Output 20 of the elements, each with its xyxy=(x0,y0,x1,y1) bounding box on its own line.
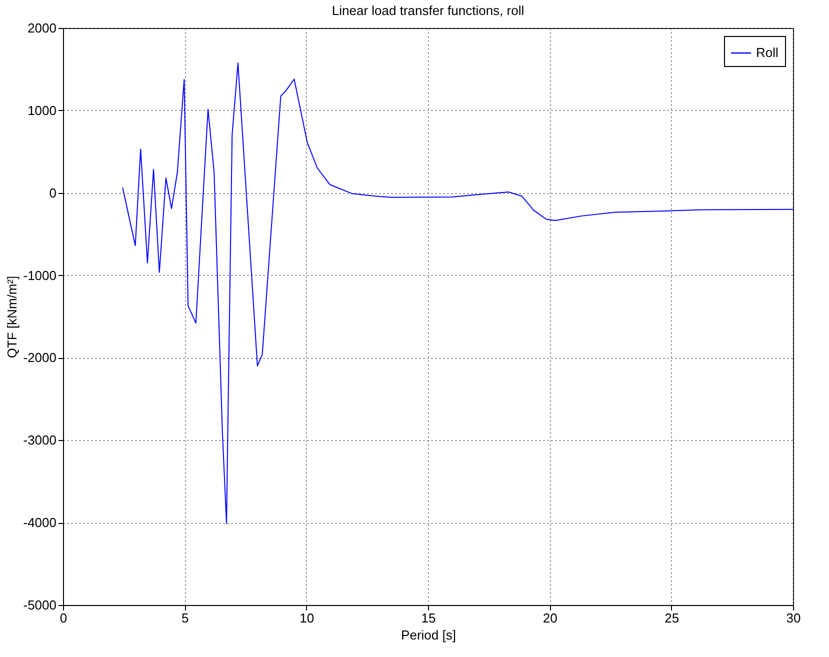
y-tick-label: 2000 xyxy=(28,20,56,36)
x-tick-label: 15 xyxy=(421,610,436,626)
y-tick-label: -1000 xyxy=(23,268,56,283)
y-tick-label: -5000 xyxy=(23,598,56,612)
chart-title: Linear load transfer functions, roll xyxy=(332,3,524,18)
legend-label: Roll xyxy=(756,45,779,60)
y-tick-label: 1000 xyxy=(28,102,56,118)
x-tick-label: 0 xyxy=(60,610,68,626)
y-axis-title: QTF [kNm/m²] xyxy=(4,276,20,358)
y-tick-label: 0 xyxy=(49,185,56,200)
x-tick-label: 10 xyxy=(300,610,314,626)
x-axis-title: Period [s] xyxy=(401,628,456,642)
y-tick-label: -4000 xyxy=(23,515,56,530)
x-tick-label: 5 xyxy=(182,610,189,626)
y-tick-label: -2000 xyxy=(23,350,56,366)
y-tick-label: -3000 xyxy=(23,432,56,448)
x-tick-label: 30 xyxy=(786,610,801,626)
line-series xyxy=(122,62,794,524)
x-tick-label: 20 xyxy=(542,610,558,626)
x-tick-label: 25 xyxy=(664,610,680,626)
